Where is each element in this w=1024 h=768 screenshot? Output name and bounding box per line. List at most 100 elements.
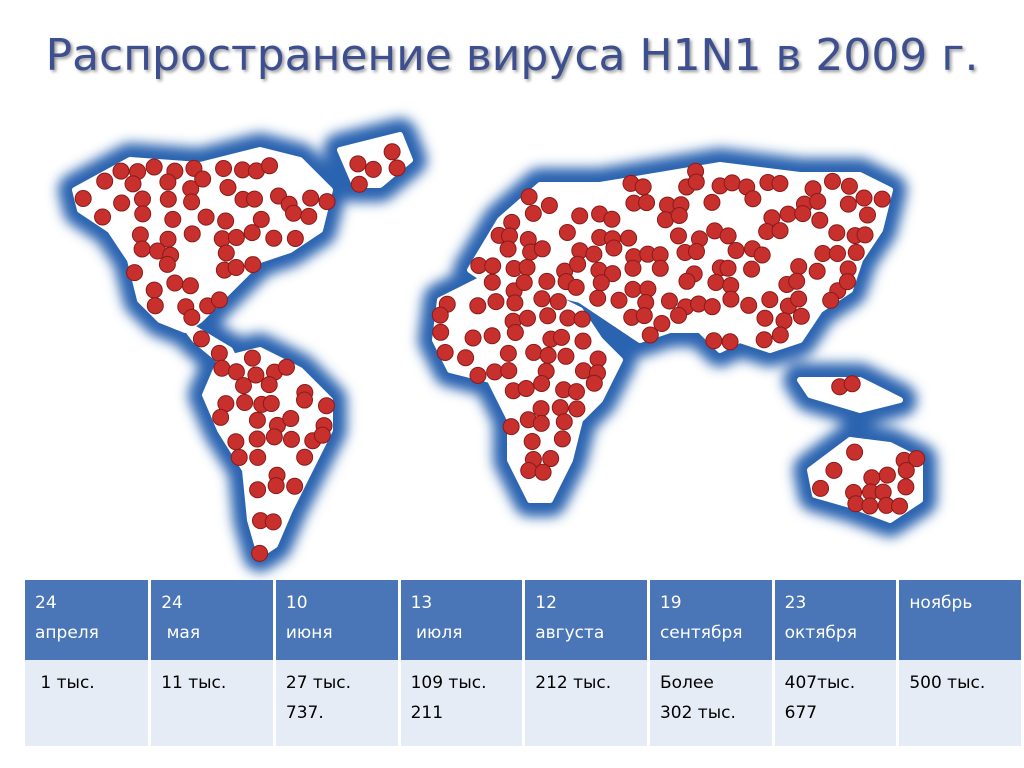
infection-dot: [670, 206, 688, 224]
infection-dot: [533, 240, 551, 258]
infection-dot: [846, 443, 864, 461]
infection-dot: [585, 374, 603, 392]
cell-line: 23: [784, 593, 807, 613]
infection-dot: [388, 159, 406, 177]
infection-dot: [210, 291, 228, 309]
infection-dot: [719, 259, 737, 277]
infection-dot: [653, 315, 671, 333]
infection-dot: [641, 326, 659, 344]
infection-dot: [483, 273, 501, 291]
infection-dot: [571, 207, 589, 225]
infection-dot: [605, 239, 623, 257]
infection-dot: [822, 291, 840, 309]
infection-dot: [823, 172, 841, 190]
infection-dot: [669, 227, 687, 245]
infection-dot: [678, 272, 696, 290]
infection-dot: [814, 245, 832, 263]
cell-line: 19: [659, 593, 682, 613]
infection-dot: [897, 478, 915, 496]
data-cell: 407тыс. 677: [773, 660, 900, 746]
infection-dot: [756, 309, 774, 327]
infection-dot: [744, 190, 762, 208]
infection-dot: [146, 297, 164, 315]
infection-dot: [248, 430, 266, 448]
cell-line: 24: [161, 593, 183, 613]
cell-line: августа: [535, 623, 605, 643]
infection-dot: [133, 190, 151, 208]
data-row: 1 тыс. 11 тыс. 27 тыс. 737. 109 тыс. 211 212 т…: [25, 660, 1024, 746]
infection-dot: [159, 190, 177, 208]
data-cell: 11 тыс.: [149, 660, 276, 746]
infection-dot: [517, 379, 535, 397]
infection-dot: [487, 293, 505, 311]
infection-dot: [183, 225, 201, 243]
infection-dot: [236, 393, 254, 411]
infection-dot: [197, 208, 215, 226]
infection-dot: [506, 323, 524, 341]
cell-line: 12: [535, 593, 557, 613]
infection-dot: [227, 363, 245, 381]
infection-dot: [779, 205, 797, 223]
infection-dot: [210, 344, 228, 362]
cell-line: 407тыс.: [784, 673, 856, 693]
infection-dot: [743, 260, 761, 278]
infection-dot: [585, 245, 603, 263]
infection-dot: [145, 281, 163, 299]
infection-dot: [790, 290, 808, 308]
cell-line: 500 тыс.: [909, 673, 986, 693]
infection-dot: [687, 243, 705, 261]
infection-dot: [859, 206, 877, 224]
infection-dot: [244, 256, 262, 274]
infection-dot: [897, 461, 915, 479]
infection-dot: [825, 461, 843, 479]
infection-dot: [318, 193, 336, 211]
data-cell: 27 тыс. 737.: [274, 660, 401, 746]
infection-dot: [863, 469, 881, 487]
infection-dot: [568, 400, 586, 418]
header-cell: 23 октября: [773, 580, 900, 660]
infection-dot: [159, 230, 177, 248]
header-cell: 24 апреля: [25, 580, 152, 660]
infection-dot: [524, 204, 542, 222]
infection-dot: [124, 175, 142, 193]
cell-line: мая: [161, 623, 201, 643]
infection-dot: [567, 383, 585, 401]
infection-dot: [469, 297, 487, 315]
infection-dot: [638, 194, 656, 212]
infection-dot: [159, 173, 177, 191]
infection-dot: [249, 448, 267, 466]
infection-dot: [502, 418, 520, 436]
infection-dot: [277, 358, 295, 376]
infection-dot: [364, 160, 382, 178]
infection-dot: [213, 359, 231, 377]
cell-line: 212 тыс.: [535, 673, 612, 693]
infection-dot: [525, 343, 543, 361]
infection-dot: [839, 195, 857, 213]
infection-dot: [251, 544, 269, 562]
infection-dot: [604, 265, 622, 283]
infection-dot: [620, 229, 638, 247]
slide-title: Распространение вируса H1N1 в 2009 г.: [45, 30, 979, 81]
infection-dot: [126, 264, 144, 282]
infection-dot: [603, 210, 621, 228]
header-cell: 13 июля: [399, 580, 526, 660]
infection-dot: [296, 448, 314, 466]
infection-dot: [520, 188, 538, 206]
infection-dot: [539, 346, 557, 364]
infection-dot: [215, 160, 233, 178]
infection-dot: [771, 222, 789, 240]
infection-dot: [557, 347, 575, 365]
infection-dot: [264, 513, 282, 531]
infection-dot: [262, 395, 280, 413]
infection-dot: [518, 258, 536, 276]
infection-dot: [719, 227, 737, 245]
infection-dot: [533, 290, 551, 308]
infection-dot: [811, 211, 829, 229]
infection-dot: [486, 363, 504, 381]
infection-dots: [74, 143, 926, 562]
infection-dot: [559, 309, 577, 327]
infection-dot: [96, 172, 114, 190]
infection-dot: [432, 323, 450, 341]
infection-dot: [828, 224, 846, 242]
cell-line: 737.: [285, 703, 324, 723]
